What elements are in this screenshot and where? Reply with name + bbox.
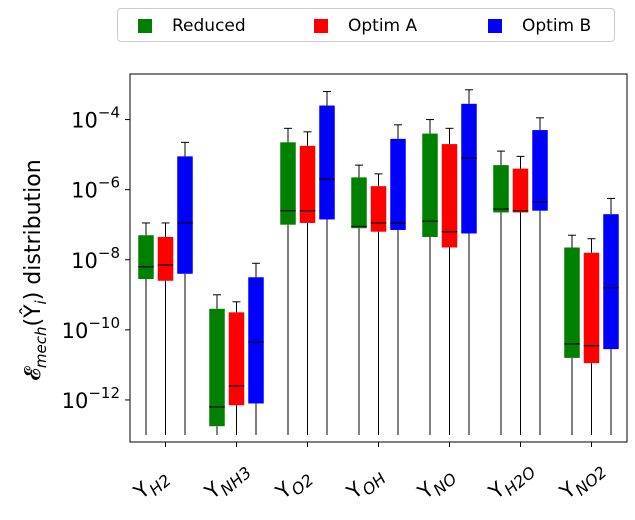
box-reduced-3 — [280, 142, 296, 225]
legend-item-optim-a: Optim A — [314, 9, 417, 43]
box-optim-b-4 — [390, 138, 406, 230]
box-optim-b-6 — [532, 130, 548, 211]
box-optim-b-2 — [248, 277, 264, 404]
box-reduced-5 — [422, 133, 438, 237]
y-tick-label: 10−8 — [71, 244, 120, 273]
y-axis-label-sub2: i — [32, 299, 50, 304]
box-optim-a-1 — [157, 236, 174, 281]
box-reduced-2 — [209, 308, 225, 427]
x-tick-label: YNO2 — [555, 455, 611, 508]
box-optim-a-6 — [512, 168, 529, 213]
legend-label-optim-a: Optim A — [348, 16, 418, 36]
y-tick-label: 10−10 — [62, 314, 120, 343]
y-axis-label-sub: mech — [32, 326, 50, 368]
legend: Reduced Optim A Optim B — [117, 8, 615, 42]
x-tick-label: YO2 — [271, 463, 318, 509]
y-tick-label: 10−12 — [62, 384, 120, 413]
y-axis-label-paren: (Ŷ — [20, 304, 46, 327]
x-tick-label: YOH — [342, 461, 390, 508]
box-optim-a-4 — [370, 186, 387, 232]
legend-swatch-reduced — [138, 19, 152, 33]
y-axis-label-tail: ) distribution — [21, 159, 46, 300]
box-optim-a-5 — [441, 144, 458, 248]
legend-label-optim-b: Optim B — [522, 16, 592, 36]
legend-swatch-optim-b — [488, 19, 502, 33]
box-reduced-6 — [493, 165, 509, 213]
box-optim-a-3 — [299, 145, 316, 223]
x-tick-label: YNO — [413, 461, 461, 508]
legend-swatch-optim-a — [314, 19, 328, 33]
legend-label-reduced: Reduced — [172, 16, 246, 36]
x-tick-label: YH2O — [484, 455, 540, 508]
legend-item-optim-b: Optim B — [488, 9, 591, 43]
box-optim-b-3 — [319, 105, 335, 220]
legend-item-reduced: Reduced — [138, 9, 246, 43]
box-reduced-4 — [351, 177, 367, 229]
y-axis-label-symbol: 𝓔 — [21, 366, 46, 381]
y-tick-label: 10−6 — [71, 174, 120, 203]
box-optim-a-2 — [228, 312, 245, 406]
box-optim-b-5 — [461, 103, 477, 234]
box-optim-b-1 — [177, 156, 193, 274]
y-tick-label: 10−4 — [71, 104, 120, 133]
plot-area: 10−12 10−10 10−8 10−6 10−4 YH2 YNH3 YO2 YOH YNO YH… — [62, 73, 628, 509]
x-tick-label: YNH3 — [200, 455, 255, 508]
box-optim-b-7 — [603, 214, 619, 350]
x-tick-label: YH2 — [129, 463, 175, 508]
box-optim-a-7 — [583, 252, 600, 364]
box-reduced-7 — [564, 247, 580, 358]
box-reduced-1 — [138, 235, 154, 280]
y-axis-label: 𝓔mech(Ŷi) distribution — [20, 159, 50, 380]
